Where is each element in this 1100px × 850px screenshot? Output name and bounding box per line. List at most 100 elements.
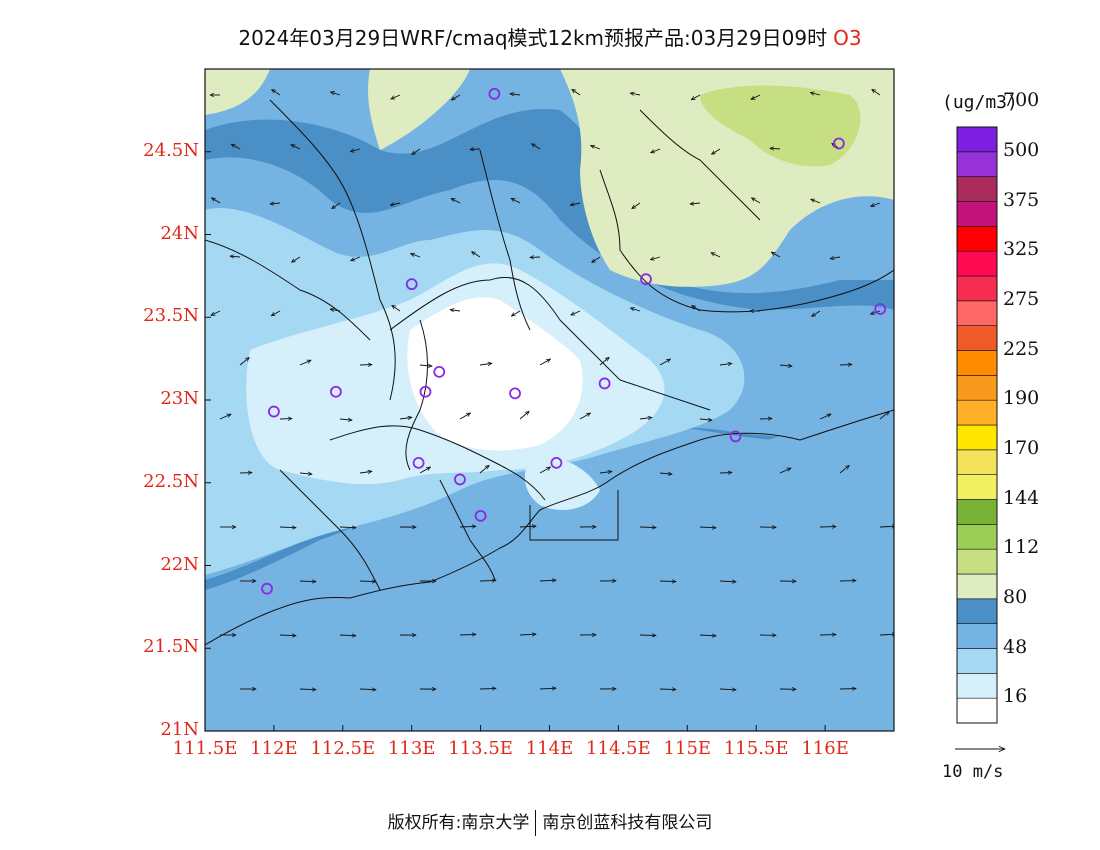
wind-arrow <box>412 148 421 155</box>
colorbar-units: (ug/m3) <box>942 92 1018 113</box>
wind-arrow <box>211 198 221 204</box>
wind-arrow <box>330 92 341 96</box>
colorbar-label: 16 <box>1003 685 1028 708</box>
wind-arrow <box>630 308 641 312</box>
station-marker <box>419 385 432 398</box>
concentration-field <box>205 69 894 731</box>
wind-arrow <box>472 252 481 258</box>
colorbar-label: 80 <box>1003 585 1028 608</box>
wind-arrow <box>599 471 612 473</box>
wind-arrow <box>819 413 831 420</box>
colorbar-label: 144 <box>1003 486 1040 509</box>
wind-arrow <box>359 689 376 690</box>
wind-arrow <box>351 256 361 261</box>
wind-arrow <box>659 359 670 366</box>
lat-label: 24N <box>160 222 199 244</box>
station-marker <box>412 456 425 469</box>
wind-arrow <box>691 94 701 100</box>
wind-arrow <box>659 473 672 474</box>
station-marker <box>405 278 418 291</box>
wind-arrow <box>459 634 476 635</box>
wind-arrow <box>539 359 550 366</box>
wind-arrow <box>519 634 536 635</box>
lon-label: 114.5E <box>586 738 651 759</box>
colorbar-label: 190 <box>1003 387 1040 410</box>
wind-arrow <box>812 310 821 316</box>
wind-arrow <box>532 144 541 150</box>
wind-arrow <box>599 357 609 366</box>
wind-arrow <box>479 465 489 474</box>
wind-vectors <box>210 89 894 690</box>
wind-arrow <box>871 202 881 206</box>
lat-label: 23N <box>160 388 199 409</box>
colorbar-label: 375 <box>1003 188 1040 211</box>
wind-arrow <box>879 526 894 527</box>
lat-label: 22N <box>160 553 199 575</box>
wind-arrow <box>579 413 590 420</box>
wind-arrow <box>719 363 732 365</box>
lat-label: 23.5N <box>143 305 199 327</box>
colorbar-swatch <box>956 250 998 277</box>
map-title: 2024年03月29日WRF/cmaq模式12km预报产品:03月29日09时 O… <box>0 22 1100 51</box>
colorbar-swatch <box>956 176 998 202</box>
station-marker <box>474 509 487 522</box>
wind-arrow <box>639 417 652 419</box>
wind-arrow <box>479 688 496 689</box>
wind-arrow <box>299 473 312 474</box>
wind-arrow <box>811 199 821 204</box>
wind-arrow <box>459 526 476 527</box>
wind-arrow <box>419 467 430 474</box>
station-marker <box>729 430 742 443</box>
lat-label: 21N <box>160 719 199 740</box>
wind-arrow <box>230 256 241 257</box>
wind-arrow <box>479 580 496 581</box>
wind-arrow <box>630 93 641 95</box>
station-marker <box>640 273 652 286</box>
colorbar-swatch <box>956 673 998 699</box>
colorbar-swatch <box>956 325 998 351</box>
wind-arrow <box>592 256 601 263</box>
wind-arrow <box>639 527 656 528</box>
footer-right: 南京创蓝科技有限公司 <box>542 813 713 833</box>
lon-label: 113E <box>387 738 436 759</box>
wind-arrow <box>719 581 736 582</box>
colorbar-swatch <box>956 623 998 649</box>
colorbar-label: 700 <box>1003 89 1040 112</box>
wind-arrow <box>699 635 716 636</box>
lat-label: 21.5N <box>143 636 199 658</box>
wind-arrow <box>539 467 550 474</box>
colorbar-swatch <box>956 126 998 153</box>
wind-arrow <box>639 635 656 636</box>
wind-arrow <box>270 203 281 204</box>
colorbar-swatch <box>956 449 998 475</box>
lon-label: 114E <box>525 738 574 759</box>
lon-label: 112.5E <box>310 738 376 759</box>
wind-arrow <box>451 94 461 100</box>
colorbar-label: 225 <box>1003 337 1040 360</box>
colorbar-label: 48 <box>1003 635 1028 658</box>
wind-arrow <box>519 411 529 420</box>
wind-arrow <box>211 310 221 316</box>
wind-arrow <box>359 581 376 582</box>
wind-arrow <box>399 417 412 419</box>
border-lines <box>205 99 894 646</box>
station-marker <box>261 582 273 595</box>
station-marker <box>874 303 887 315</box>
colorbar-swatch <box>956 524 998 550</box>
colorbar-swatch <box>956 598 998 624</box>
footer-divider <box>535 810 537 836</box>
wind-arrow <box>711 148 721 154</box>
station-marker <box>267 405 280 418</box>
wind-arrow <box>651 148 661 153</box>
lon-label: 116E <box>801 738 849 759</box>
colorbar-swatch <box>956 697 998 724</box>
wind-arrow <box>271 310 281 316</box>
wind-arrow <box>350 149 361 152</box>
lon-label: 115E <box>663 738 712 759</box>
colorbar-outline <box>956 126 998 724</box>
axis-ticks <box>204 151 826 732</box>
colorbar-label: 325 <box>1003 238 1040 261</box>
wind-arrow <box>459 413 470 420</box>
wind-arrow <box>479 363 492 365</box>
wind-arrow <box>332 202 341 209</box>
